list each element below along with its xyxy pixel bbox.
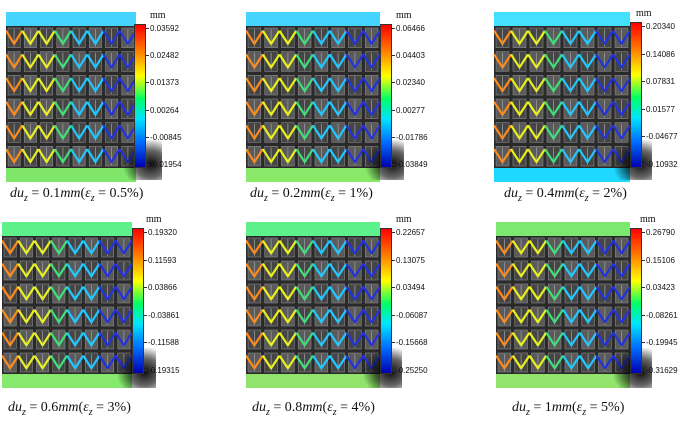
colorbar-tick-label: 0.19320	[144, 228, 177, 237]
colorbar-tick-label: 0.02340	[392, 78, 425, 88]
colorbar-tick-label: 0.06466	[392, 24, 425, 33]
colorbar-unit: mm	[150, 10, 166, 21]
specimen-image	[6, 12, 136, 182]
caption: duz = 0.6mm(εz = 3%)	[8, 400, 131, 418]
colorbar-unit: mm	[396, 214, 412, 225]
colorbar-tick-label: 0.22657	[392, 228, 425, 237]
caption: duz = 1mm(εz = 5%)	[512, 400, 625, 418]
colorbar-tick-label: 0.07831	[642, 77, 675, 87]
panel-1: mm 0.03592 0.02482 0.01373 0.00264 -0.00845 -…	[0, 0, 230, 212]
specimen-image	[494, 12, 630, 182]
panel-3: mm 0.20340 0.14086 0.07831 0.01577 -0.04677 -…	[486, 0, 693, 212]
colorbar-tick-label: -0.08261	[642, 310, 678, 320]
specimen-image	[2, 222, 132, 388]
panel-6: mm 0.26790 0.15106 0.03423 -0.08261 -0.19945…	[486, 214, 693, 424]
colorbar	[132, 228, 144, 374]
colorbar-tick-label: -0.03861	[144, 310, 180, 320]
colorbar-tick-label: 0.03423	[642, 283, 675, 293]
panel-4: mm 0.19320 0.11593 0.03866 -0.03861 -0.11588…	[0, 214, 230, 424]
colorbar-tick-label: 0.26790	[642, 228, 675, 237]
colorbar-tick-label: 0.03592	[146, 24, 179, 33]
colorbar-tick-label: -0.19945	[642, 338, 678, 348]
specimen-image	[496, 222, 630, 388]
colorbar-tick-label: 0.01373	[146, 78, 179, 88]
colorbar-unit: mm	[640, 214, 656, 225]
colorbar-unit: mm	[636, 8, 652, 19]
colorbar-tick-label: -0.04677	[642, 132, 678, 142]
colorbar	[630, 228, 642, 374]
colorbar-unit: mm	[396, 10, 412, 21]
colorbar	[380, 228, 392, 374]
caption: duz = 0.2mm(εz = 1%)	[250, 186, 373, 204]
caption: duz = 0.8mm(εz = 4%)	[252, 400, 375, 418]
colorbar-tick-label: 0.15106	[642, 255, 675, 265]
colorbar-tick-label: -0.01954	[146, 160, 182, 169]
colorbar-tick-label: 0.02482	[146, 51, 179, 61]
specimen-image	[246, 222, 380, 388]
colorbar-tick-label: -0.03849	[392, 160, 428, 169]
colorbar-tick-label: -0.01786	[392, 132, 428, 142]
colorbar-tick-label: 0.04403	[392, 51, 425, 61]
specimen-image	[246, 12, 380, 182]
colorbar-tick-label: -0.10932	[642, 160, 678, 169]
colorbar-tick-label: 0.13075	[392, 255, 425, 265]
colorbar-tick-label: -0.25250	[392, 366, 428, 375]
colorbar-tick-label: -0.31629	[642, 366, 678, 375]
colorbar-tick-label: -0.19315	[144, 366, 180, 375]
caption: duz = 0.4mm(εz = 2%)	[504, 186, 627, 204]
colorbar-tick-label: 0.00277	[392, 105, 425, 115]
panel-5: mm 0.22657 0.13075 0.03494 -0.06087 -0.15668…	[240, 214, 470, 424]
colorbar-tick-label: -0.15668	[392, 338, 428, 348]
colorbar-tick-label: 0.11593	[143, 255, 177, 265]
colorbar	[630, 22, 642, 168]
colorbar-tick-label: 0.14086	[642, 49, 675, 59]
colorbar-tick-label: -0.00845	[146, 132, 182, 142]
colorbar	[134, 24, 146, 168]
colorbar-tick-label: 0.20340	[642, 22, 675, 31]
colorbar	[380, 24, 392, 168]
colorbar-tick-label: 0.03494	[392, 283, 425, 293]
colorbar-tick-label: 0.01577	[642, 104, 675, 114]
colorbar-tick-label: -0.06087	[392, 310, 428, 320]
caption: duz = 0.1mm(εz = 0.5%)	[10, 186, 144, 204]
colorbar-tick-label: -0.11588	[144, 338, 179, 348]
colorbar-unit: mm	[146, 214, 162, 225]
colorbar-tick-label: 0.00264	[146, 105, 179, 115]
panel-2: mm 0.06466 0.04403 0.02340 0.00277 -0.01786 -…	[240, 0, 470, 212]
colorbar-tick-label: 0.03866	[144, 283, 177, 293]
